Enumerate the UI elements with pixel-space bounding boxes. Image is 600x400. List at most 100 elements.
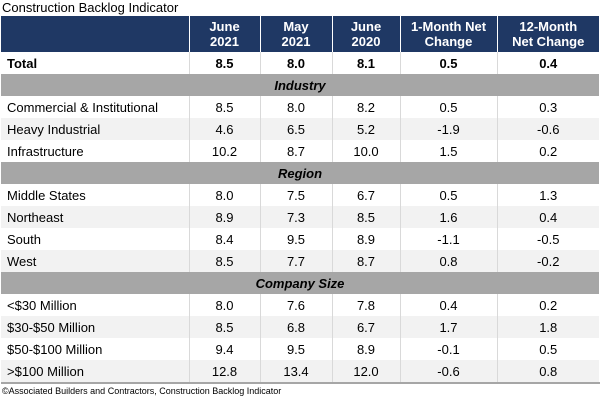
row-label: South — [1, 228, 189, 250]
col-header-line: Change — [424, 34, 473, 49]
value-cell: 7.6 — [259, 294, 332, 316]
value-cell: 13.4 — [259, 360, 332, 382]
section-band-company-size: Company Size — [1, 272, 599, 294]
value-cell: 6.7 — [331, 316, 400, 338]
value-cell: 8.1 — [331, 52, 400, 74]
value-cell: 9.5 — [259, 228, 332, 250]
value-cell: 0.4 — [496, 206, 599, 228]
value-cell: 0.8 — [399, 250, 497, 272]
col-header-line: 1-Month Net — [410, 19, 487, 34]
value-cell: 0.3 — [496, 96, 599, 118]
row-label: Total — [1, 52, 189, 74]
value-cell: 1.6 — [399, 206, 497, 228]
value-cell: 8.2 — [331, 96, 400, 118]
header-empty-cell — [1, 16, 189, 52]
row-label: <$30 Million — [1, 294, 189, 316]
value-cell: -1.1 — [399, 228, 497, 250]
value-cell: -0.5 — [496, 228, 599, 250]
value-cell: 8.4 — [188, 228, 260, 250]
section-band-label: Company Size — [1, 272, 599, 294]
value-cell: 12.8 — [188, 360, 260, 382]
value-cell: 8.9 — [188, 206, 260, 228]
value-cell: 8.5 — [331, 206, 400, 228]
table-row: Heavy Industrial 4.6 6.5 5.2 -1.9 -0.6 — [1, 118, 599, 140]
col-header-12-month-net-change: 12-Month Net Change — [496, 16, 599, 52]
value-cell: 1.3 — [496, 184, 599, 206]
col-header-line: 2021 — [281, 34, 311, 49]
value-cell: 1.5 — [399, 140, 497, 162]
col-header-june-2021: June 2021 — [188, 16, 260, 52]
col-header-line: 12-Month — [519, 19, 578, 34]
value-cell: 9.5 — [259, 338, 332, 360]
row-label: $30-$50 Million — [1, 316, 189, 338]
table-row: Commercial & Institutional 8.5 8.0 8.2 0… — [1, 96, 599, 118]
col-header-line: 2020 — [351, 34, 381, 49]
value-cell: 0.5 — [496, 338, 599, 360]
value-cell: 0.5 — [399, 52, 497, 74]
table-row: $50-$100 Million 9.4 9.5 8.9 -0.1 0.5 — [1, 338, 599, 360]
col-header-1-month-net-change: 1-Month Net Change — [399, 16, 497, 52]
table-row: West 8.5 7.7 8.7 0.8 -0.2 — [1, 250, 599, 272]
col-header-line: 2021 — [210, 34, 239, 49]
row-label: West — [1, 250, 189, 272]
value-cell: 8.7 — [331, 250, 400, 272]
section-band-label: Industry — [1, 74, 599, 96]
header-row: June 2021 May 2021 June 2020 1-Month Net Cha… — [1, 16, 599, 52]
value-cell: -0.6 — [496, 118, 599, 140]
value-cell: -0.2 — [496, 250, 599, 272]
value-cell: 8.5 — [188, 316, 260, 338]
table-row: <$30 Million 8.0 7.6 7.8 0.4 0.2 — [1, 294, 599, 316]
col-header-line: June — [350, 19, 382, 34]
value-cell: 8.5 — [188, 250, 260, 272]
value-cell: 8.9 — [331, 338, 400, 360]
total-row: Total 8.5 8.0 8.1 0.5 0.4 — [1, 52, 599, 74]
value-cell: 1.7 — [399, 316, 497, 338]
page-title: Construction Backlog Indicator — [2, 0, 179, 15]
row-label: $50-$100 Million — [1, 338, 189, 360]
value-cell: 7.8 — [331, 294, 400, 316]
value-cell: 8.9 — [331, 228, 400, 250]
table-row: Northeast 8.9 7.3 8.5 1.6 0.4 — [1, 206, 599, 228]
backlog-table: June 2021 May 2021 June 2020 1-Month Net Cha… — [1, 16, 599, 382]
row-label: Heavy Industrial — [1, 118, 189, 140]
value-cell: 0.4 — [496, 52, 599, 74]
table-row: Middle States 8.0 7.5 6.7 0.5 1.3 — [1, 184, 599, 206]
source-attribution: ©Associated Builders and Contractors, Co… — [1, 382, 600, 397]
value-cell: 7.7 — [259, 250, 332, 272]
col-header-june-2020: June 2020 — [331, 16, 400, 52]
value-cell: 5.2 — [331, 118, 400, 140]
value-cell: 8.0 — [188, 184, 260, 206]
value-cell: 10.0 — [331, 140, 400, 162]
value-cell: 8.5 — [188, 52, 260, 74]
value-cell: 8.0 — [259, 52, 332, 74]
value-cell: 9.4 — [188, 338, 260, 360]
row-label: Northeast — [1, 206, 189, 228]
row-label: Infrastructure — [1, 140, 189, 162]
value-cell: 8.0 — [188, 294, 260, 316]
section-band-label: Region — [1, 162, 599, 184]
value-cell: 0.4 — [399, 294, 497, 316]
col-header-line: June — [209, 19, 240, 34]
value-cell: 8.5 — [188, 96, 260, 118]
value-cell: -1.9 — [399, 118, 497, 140]
value-cell: -0.6 — [399, 360, 497, 382]
value-cell: 6.8 — [259, 316, 332, 338]
section-band-region: Region — [1, 162, 599, 184]
value-cell: 0.5 — [399, 184, 497, 206]
table-row: >$100 Million 12.8 13.4 12.0 -0.6 0.8 — [1, 360, 599, 382]
value-cell: 0.2 — [496, 294, 599, 316]
table-row: $30-$50 Million 8.5 6.8 6.7 1.7 1.8 — [1, 316, 599, 338]
table-row: Infrastructure 10.2 8.7 10.0 1.5 0.2 — [1, 140, 599, 162]
value-cell: 6.7 — [331, 184, 400, 206]
col-header-may-2021: May 2021 — [259, 16, 332, 52]
col-header-line: Net Change — [512, 34, 585, 49]
value-cell: 6.5 — [259, 118, 332, 140]
value-cell: 7.3 — [259, 206, 332, 228]
value-cell: 12.0 — [331, 360, 400, 382]
value-cell: 8.7 — [259, 140, 332, 162]
value-cell: 10.2 — [188, 140, 260, 162]
col-header-line: May — [283, 19, 309, 34]
value-cell: -0.1 — [399, 338, 497, 360]
row-label: >$100 Million — [1, 360, 189, 382]
